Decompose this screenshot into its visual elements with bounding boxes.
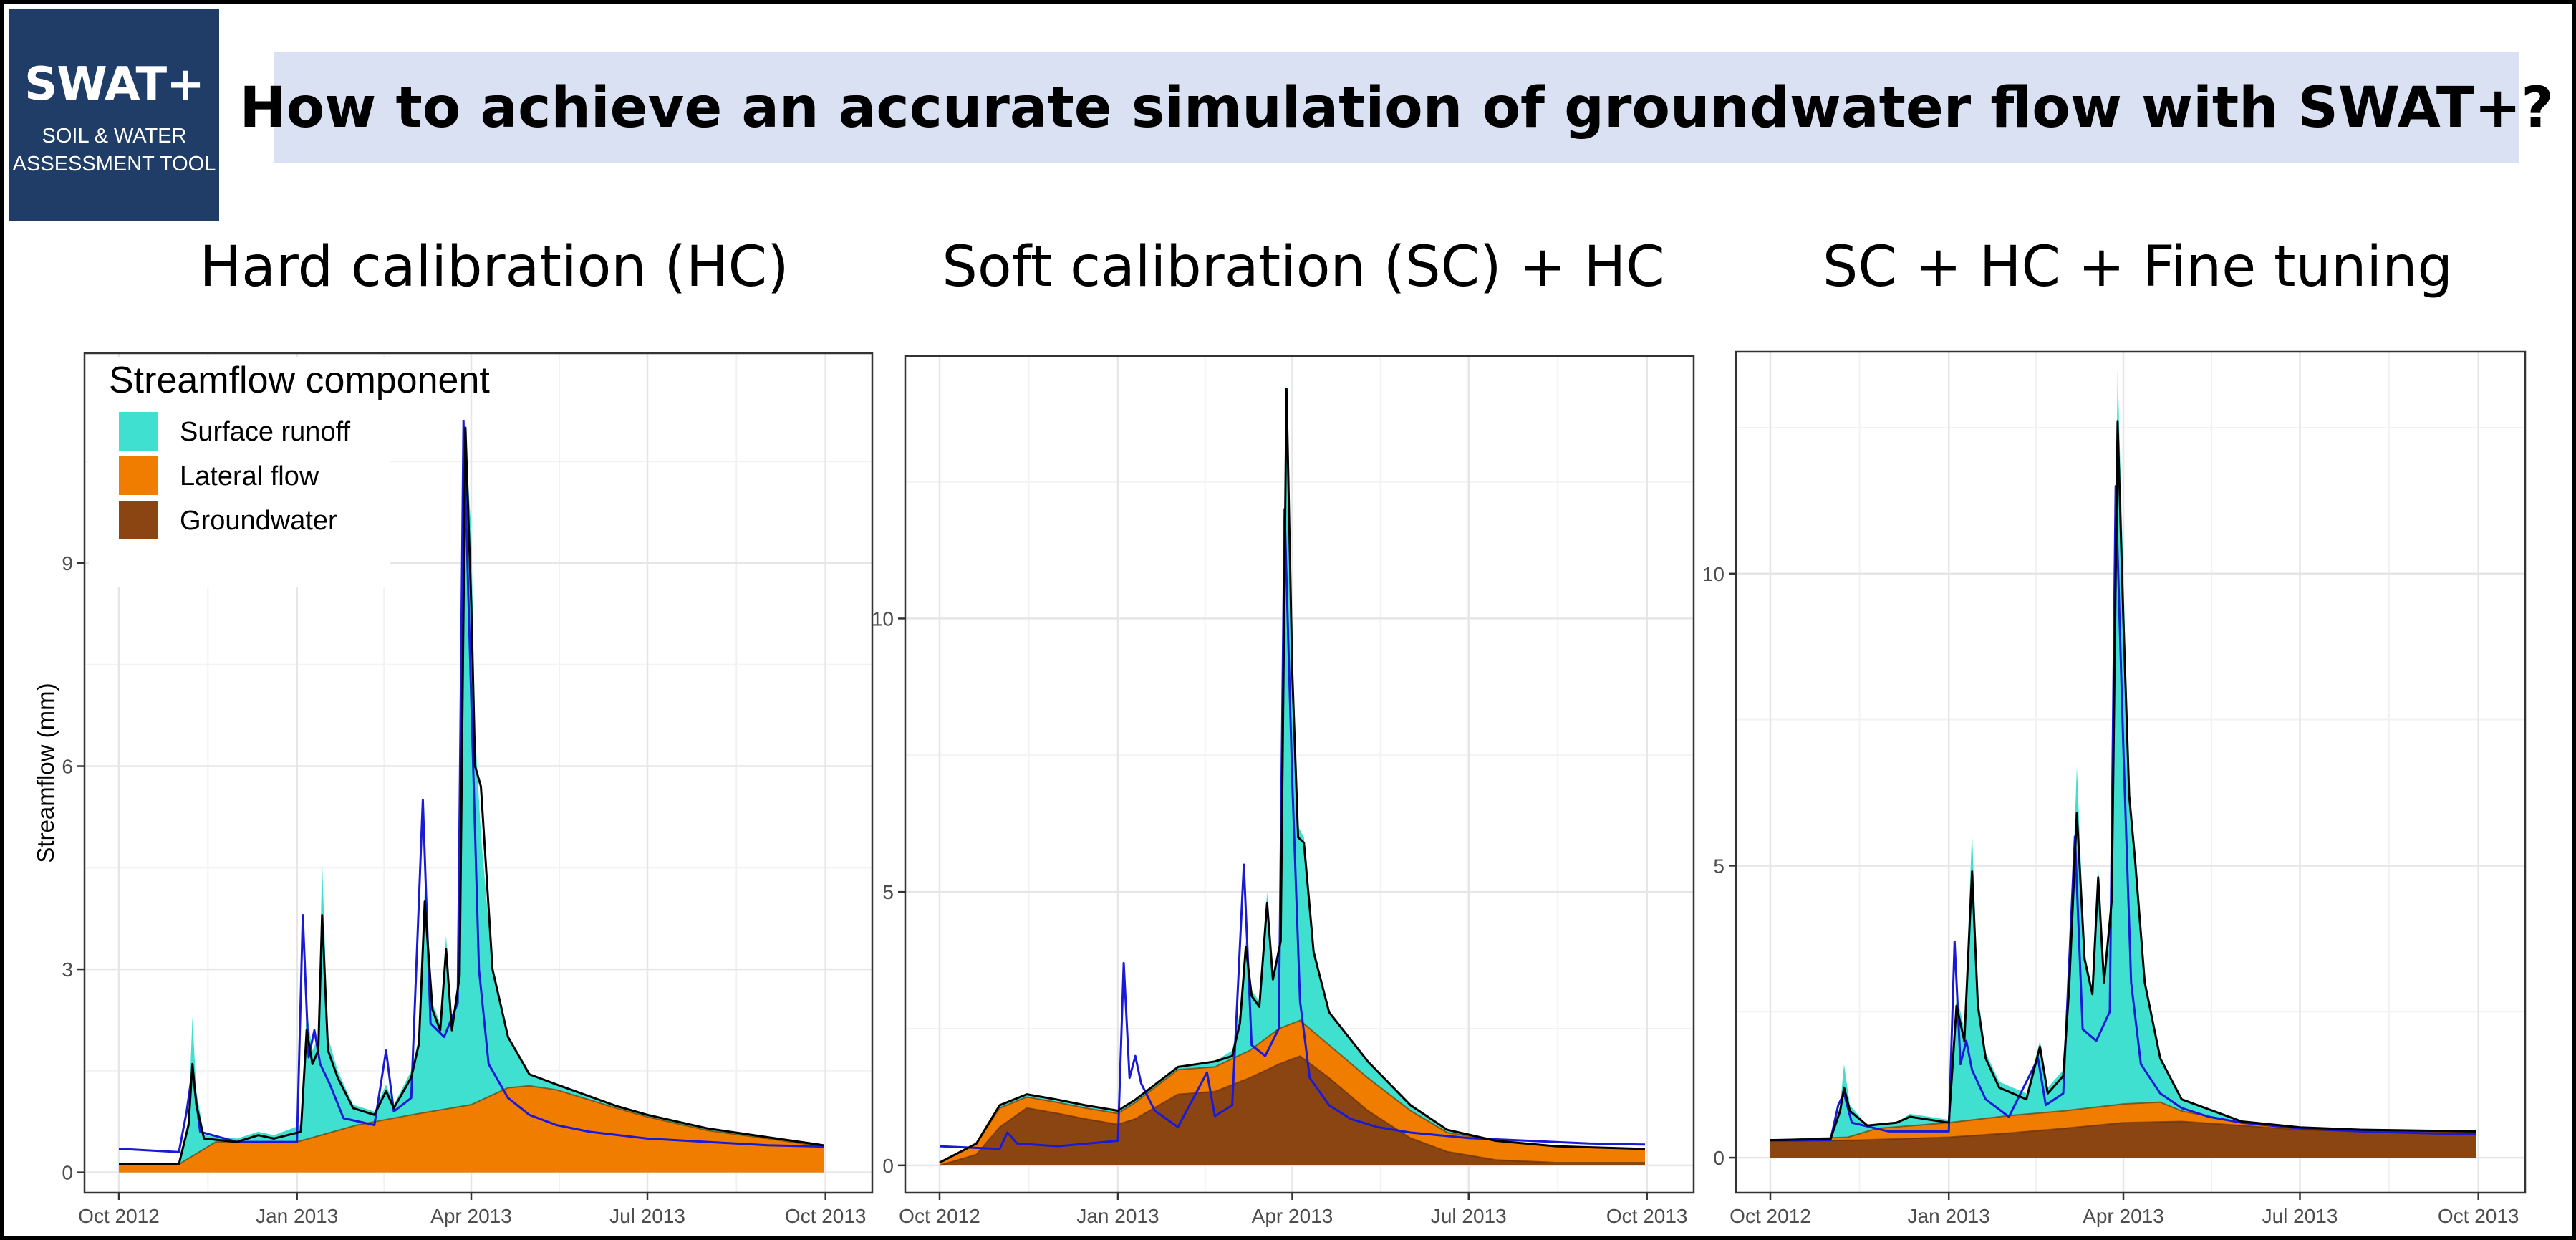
y-tick-label: 10 [1702, 563, 1724, 585]
plot-area [118, 420, 824, 1173]
plot-border [1735, 350, 2527, 1194]
line-simulated [1770, 420, 2477, 1142]
x-tick-label: Apr 2013 [430, 1205, 512, 1227]
slide-title: How to achieve an accurate simulation of… [239, 75, 2554, 140]
panel-title-hard-calibration: Hard calibration (HC) [199, 235, 789, 299]
x-tick-label: Oct 2013 [1606, 1205, 1688, 1227]
chart-panel-3: 0 5 10 Oct 2012 Jan 2013 Apr 2013 Jul 2013 Oct … [1702, 350, 2527, 1227]
legend: Streamflow component Surface runoff Latera… [89, 357, 490, 587]
legend-label: Surface runoff [180, 417, 350, 447]
y-tick-label: 0 [62, 1162, 73, 1184]
panel-title-soft-calibration: Soft calibration (SC) + HC [942, 235, 1665, 299]
y-tick-label: 3 [62, 958, 73, 981]
area-lateral-flow [119, 1085, 824, 1173]
y-tick-label: 0 [882, 1155, 894, 1177]
legend-label: Lateral flow [180, 461, 319, 491]
x-tick-label: Jan 2013 [1908, 1205, 1990, 1227]
y-axis-label: Streamflow (mm) [32, 683, 59, 862]
x-tick-label: Oct 2012 [78, 1205, 160, 1227]
x-tick-label: Oct 2012 [1730, 1205, 1811, 1227]
area-surface-runoff [119, 441, 824, 1173]
plot-border [83, 352, 874, 1194]
area-groundwater [940, 1056, 1645, 1165]
x-tick-label: Jul 2013 [2262, 1205, 2338, 1227]
swat-logo: SWAT+ SOIL & WATER ASSESSMENT TOOL [9, 9, 219, 221]
legend-title: Streamflow component [109, 360, 490, 401]
x-tick-label: Oct 2013 [2438, 1205, 2519, 1227]
logo-subtitle-line-1: SOIL & WATER [42, 125, 187, 148]
legend-swatch-lateral-flow [119, 456, 158, 495]
plot-area [939, 383, 1646, 1166]
x-tick-label: Jul 2013 [1431, 1205, 1507, 1227]
chart-panel-2: 0 5 10 Oct 2012 Jan 2013 Apr 2013 Jul 2013 Oct … [872, 355, 1695, 1227]
edge-lateral-flow [939, 1019, 1646, 1163]
line-simulated [119, 426, 824, 1165]
y-tick-label: 5 [882, 881, 894, 903]
chart-panel-1: 0 3 6 9 Oct 2012 Jan 2013 Apr 2013 Jul 2013 Oct … [32, 352, 874, 1227]
x-tick-label: Jan 2013 [256, 1205, 338, 1227]
logo-title: SWAT+ [24, 58, 205, 111]
y-tick-label: 9 [62, 552, 73, 575]
x-tick-label: Oct 2012 [899, 1205, 980, 1227]
x-tick-label: Jan 2013 [1076, 1205, 1159, 1227]
plot-border [904, 355, 1695, 1194]
legend-label: Groundwater [180, 506, 337, 536]
plot-area [1770, 369, 2477, 1158]
x-tick-label: Jul 2013 [609, 1205, 685, 1227]
panel-title-fine-tuning: SC + HC + Fine tuning [1822, 235, 2454, 299]
x-tick-label: Oct 2013 [785, 1205, 867, 1227]
logo-subtitle-line-2: ASSESSMENT TOOL [12, 153, 216, 176]
title-banner: How to achieve an accurate simulation of… [239, 52, 2554, 163]
line-simulated [939, 388, 1646, 1164]
x-tick-label: Apr 2013 [1252, 1205, 1333, 1227]
y-tick-label: 6 [62, 756, 73, 778]
line-observed [939, 508, 1646, 1150]
line-observed [118, 420, 824, 1153]
x-tick-label: Apr 2013 [2083, 1205, 2164, 1227]
area-groundwater [1770, 1121, 2476, 1158]
y-tick-label: 10 [872, 607, 894, 630]
y-tick-label: 5 [1713, 855, 1724, 877]
legend-swatch-groundwater [119, 501, 158, 539]
legend-swatch-surface-runoff [119, 412, 158, 451]
y-tick-label: 0 [1713, 1147, 1724, 1169]
